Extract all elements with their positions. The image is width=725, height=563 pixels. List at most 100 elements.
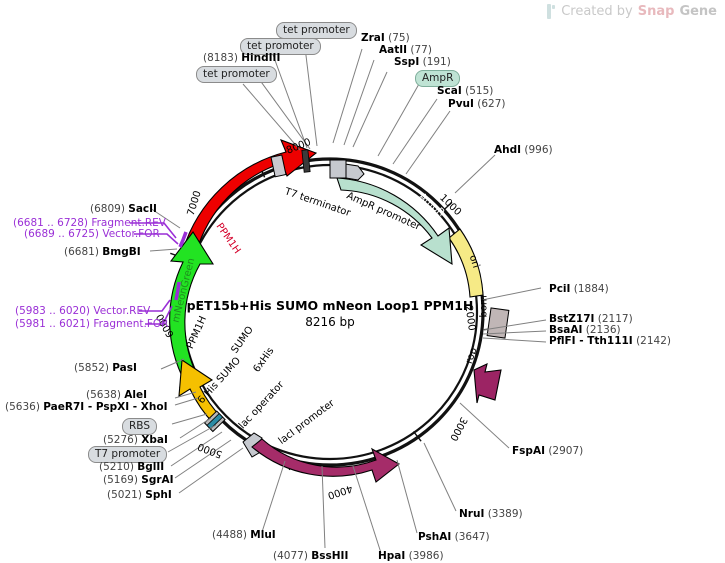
- site-enzyme: BssHII: [311, 550, 349, 562]
- site-position: (5276): [103, 434, 138, 446]
- primer-name: Vector.REV: [93, 305, 151, 317]
- site-position: (191): [422, 56, 451, 68]
- site-label-pasi[interactable]: (5852) PasI: [74, 362, 137, 374]
- site-position: (77): [410, 44, 432, 56]
- site-label-mlui[interactable]: (4488) MluI: [212, 529, 276, 541]
- site-enzyme: ScaI: [437, 85, 462, 97]
- site-label-pshai[interactable]: PshAI (3647): [418, 531, 490, 543]
- primer-arc-fragment-rev: [178, 231, 188, 248]
- site-label-ahdi[interactable]: AhdI (996): [494, 144, 553, 156]
- feature-ampr-promoter-box: [329, 159, 347, 179]
- primer-range: (6689 .. 6725): [24, 228, 99, 240]
- site-enzyme: PasI: [112, 362, 137, 374]
- site-enzyme: SgrAI: [141, 474, 174, 486]
- site-enzyme: XbaI: [141, 434, 168, 446]
- site-label-bsaai[interactable]: BsaAI (2136): [549, 324, 621, 336]
- site-position: (3647): [454, 531, 490, 543]
- site-enzyme: HindIII: [241, 52, 281, 64]
- site-label-sacii[interactable]: (6809) SacII: [90, 203, 157, 215]
- site-enzyme: FspAI: [512, 445, 545, 457]
- site-label-paer7i-pspxi-xhoi[interactable]: (5636) PaeR7I - PspXI - XhoI: [5, 401, 168, 413]
- site-position: (4077): [273, 550, 308, 562]
- feature-arrow-ampr: [336, 177, 453, 266]
- site-label-alei[interactable]: (5638) AleI: [86, 389, 147, 401]
- site-position: (996): [524, 144, 553, 156]
- site-position: (8183): [203, 52, 238, 64]
- site-enzyme: SacII: [128, 203, 157, 215]
- page-title: pET15b+His SUMO mNeon Loop1 PPM1H: [186, 298, 474, 313]
- site-enzyme: AleI: [124, 389, 148, 401]
- pill-tet-promoter-2[interactable]: tet promoter: [240, 38, 321, 55]
- primer-range: (5983 .. 6020): [15, 305, 90, 317]
- site-label-bsshii[interactable]: (4077) BssHII: [273, 550, 348, 562]
- site-label-sphi[interactable]: (5021) SphI: [107, 489, 172, 501]
- site-label-nrui[interactable]: NruI (3389): [459, 508, 523, 520]
- site-enzyme: BglII: [137, 461, 165, 473]
- site-position: (75): [388, 32, 410, 44]
- watermark-brand-snap: Snap: [637, 4, 675, 19]
- feature-label-bom: bom: [478, 295, 490, 318]
- primer-range: (5981 .. 6021): [15, 318, 90, 330]
- primer-arc-vector-rev: [174, 281, 181, 301]
- site-enzyme: BsaAI: [549, 324, 583, 336]
- feature-bom: [486, 307, 510, 339]
- feature-t7-terminator: [270, 154, 287, 178]
- site-enzyme: HpaI: [378, 550, 406, 562]
- site-label-scai[interactable]: ScaI (515): [437, 85, 493, 97]
- site-enzyme: AhdI: [494, 144, 522, 156]
- site-position: (5169): [103, 474, 138, 486]
- feature-tet-promoter-marker: [301, 149, 311, 173]
- site-enzyme: BstZ17I: [549, 313, 595, 325]
- primer-label-vector-for[interactable]: (6689 .. 6725) Vector.FOR: [24, 228, 160, 240]
- primer-name: Fragment.FOR: [93, 318, 169, 330]
- pill-t7-promoter[interactable]: T7 promoter: [88, 446, 168, 463]
- primer-name: Fragment.REV: [91, 217, 166, 229]
- site-enzyme: BmgBI: [102, 246, 141, 258]
- site-label-sspi[interactable]: SspI (191): [394, 56, 451, 68]
- site-position: (6681): [64, 246, 99, 258]
- site-label-bglii[interactable]: (5210) BglII: [99, 461, 164, 473]
- snapgene-logo-icon: [546, 4, 556, 19]
- primer-leader-lines: [130, 222, 179, 325]
- site-label-hpai[interactable]: HpaI (3986): [378, 550, 444, 562]
- site-enzyme: AatII: [379, 44, 408, 56]
- feature-arrow-laci: [251, 438, 400, 483]
- feature-ori: [448, 228, 484, 298]
- site-position: (2142): [636, 335, 671, 347]
- site-label-xbai[interactable]: (5276) XbaI: [103, 434, 168, 446]
- primer-label-vector-rev[interactable]: (5983 .. 6020) Vector.REV: [15, 305, 150, 317]
- leader-lines: [149, 38, 547, 554]
- pill-rbs[interactable]: RBS: [122, 418, 157, 435]
- site-position: (5021): [107, 489, 142, 501]
- site-position: (6809): [90, 203, 125, 215]
- site-label-bstz17i[interactable]: BstZ17I (2117): [549, 313, 633, 325]
- pill-tet-promoter-3[interactable]: tet promoter: [196, 66, 277, 83]
- snapgene-watermark: Created by Snap Gene: [546, 4, 717, 19]
- primer-label-fragment-for[interactable]: (5981 .. 6021) Fragment.FOR: [15, 318, 168, 330]
- site-position: (2117): [597, 313, 633, 325]
- site-enzyme: ZraI: [361, 32, 385, 44]
- site-label-pflfi-tth111i[interactable]: PflFI - Tth111I (2142): [549, 335, 671, 347]
- site-enzyme: PshAI: [418, 531, 452, 543]
- feature-arrow-rop: [473, 363, 502, 404]
- watermark-brand-gene: Gene: [679, 4, 717, 19]
- site-label-sgrai[interactable]: (5169) SgrAI: [103, 474, 174, 486]
- primer-range: (6681 .. 6728): [13, 217, 88, 229]
- pill-ampr[interactable]: AmpR: [415, 70, 461, 87]
- site-position: (5210): [99, 461, 134, 473]
- site-position: (627): [477, 98, 506, 110]
- site-label-hindiii[interactable]: (8183) HindIII: [203, 52, 280, 64]
- primer-label-fragment-rev[interactable]: (6681 .. 6728) Fragment.REV: [13, 217, 166, 229]
- pill-tet-promoter-1[interactable]: tet promoter: [276, 22, 357, 39]
- site-label-bmgbi[interactable]: (6681) BmgBI: [64, 246, 141, 258]
- site-label-pcii[interactable]: PciI (1884): [549, 283, 609, 295]
- site-label-aatii[interactable]: AatII (77): [379, 44, 432, 56]
- site-label-fspai[interactable]: FspAI (2907): [512, 445, 583, 457]
- site-enzyme: PaeR7I - PspXI - XhoI: [43, 401, 168, 413]
- site-label-pvui[interactable]: PvuI (627): [448, 98, 506, 110]
- site-position: (5638): [86, 389, 121, 401]
- plasmid-size: 8216 bp: [305, 315, 355, 329]
- site-label-zrai[interactable]: ZraI (75): [361, 32, 410, 44]
